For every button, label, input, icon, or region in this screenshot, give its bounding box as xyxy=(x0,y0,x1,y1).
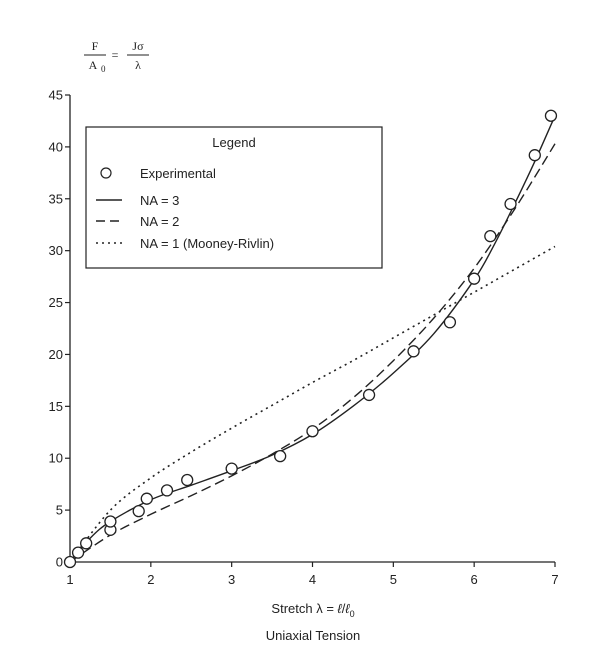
data-point xyxy=(225,462,238,475)
formula-rhs-denominator: λ xyxy=(135,58,141,72)
data-point xyxy=(80,537,93,550)
legend-box xyxy=(85,126,383,269)
data-point xyxy=(132,504,145,518)
legend-title: Legend xyxy=(212,135,255,150)
chart-caption: Uniaxial Tension xyxy=(266,628,360,643)
x-axis-label-prefix: Stretch λ = xyxy=(271,601,337,616)
data-point xyxy=(528,149,541,162)
x-axis-label: Stretch λ = ℓ/ℓ0 xyxy=(271,601,354,619)
x-axis-label-den-sub: 0 xyxy=(350,609,355,619)
x-tick-label: 2 xyxy=(147,572,154,587)
legend: Legend Experimental NA = 3 NA = 2 NA = 1… xyxy=(85,126,383,269)
data-point xyxy=(71,546,85,559)
y-tick-label: 30 xyxy=(49,243,63,258)
x-tick-label: 5 xyxy=(390,572,397,587)
y-tick-label: 20 xyxy=(49,347,63,362)
data-point xyxy=(504,197,517,211)
x-ticks: 1 2 3 4 5 6 7 xyxy=(66,562,559,587)
y-ticks: 0 5 10 15 20 25 30 35 40 45 xyxy=(49,88,70,570)
legend-label-experimental: Experimental xyxy=(140,166,216,181)
x-tick-label: 6 xyxy=(471,572,478,587)
legend-label-na3: NA = 3 xyxy=(140,193,179,208)
x-tick-label: 1 xyxy=(66,572,73,587)
formula-rhs-numerator: Jσ xyxy=(132,39,144,53)
series-line-na-2 xyxy=(69,143,556,563)
formula-lhs-numerator: F xyxy=(92,39,99,53)
y-tick-label: 25 xyxy=(49,295,63,310)
legend-label-na2: NA = 2 xyxy=(140,214,179,229)
data-point xyxy=(181,473,194,487)
x-axis-label-num: ℓ xyxy=(338,601,343,616)
legend-label-na1: NA = 1 (Mooney-Rivlin) xyxy=(140,236,274,251)
series-lines xyxy=(69,115,556,563)
y-tick-label: 40 xyxy=(49,139,63,154)
y-tick-label: 5 xyxy=(56,503,63,518)
x-tick-label: 7 xyxy=(551,572,558,587)
data-point xyxy=(160,484,174,497)
y-tick-label: 15 xyxy=(49,399,63,414)
data-point xyxy=(306,425,319,438)
data-point xyxy=(140,492,153,505)
data-point xyxy=(484,229,497,243)
formula-lhs-denominator-sub: 0 xyxy=(101,64,106,74)
data-point xyxy=(362,388,376,402)
y-tick-label: 35 xyxy=(49,191,63,206)
y-tick-label: 10 xyxy=(49,451,63,466)
data-point xyxy=(104,515,117,528)
y-axis-formula: F A 0 = Jσ λ xyxy=(84,39,149,74)
formula-lhs-denominator: A xyxy=(89,58,98,72)
x-axis-label-den: ℓ xyxy=(345,601,350,616)
x-tick-label: 3 xyxy=(228,572,235,587)
y-tick-label: 0 xyxy=(56,555,63,570)
y-tick-label: 45 xyxy=(49,88,63,103)
data-point xyxy=(274,449,287,463)
data-point xyxy=(407,345,420,358)
data-point xyxy=(468,272,481,285)
x-axis-label-slash: / xyxy=(342,601,346,616)
formula-equals: = xyxy=(112,48,119,62)
experimental-points xyxy=(63,109,558,569)
data-point xyxy=(63,555,77,569)
x-tick-label: 4 xyxy=(309,572,316,587)
data-point xyxy=(544,109,558,122)
legend-marker-experimental xyxy=(100,167,112,179)
data-point xyxy=(443,316,457,329)
